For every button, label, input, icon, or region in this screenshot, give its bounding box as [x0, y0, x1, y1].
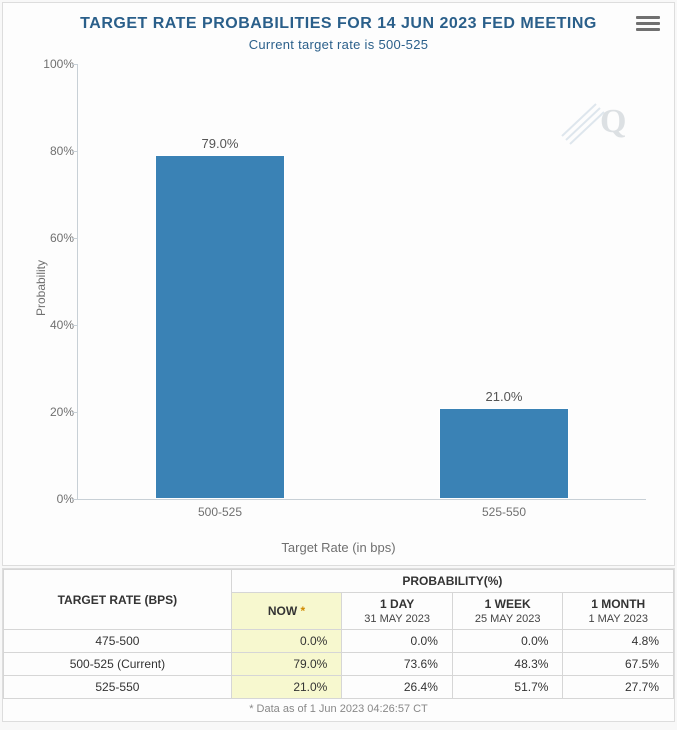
table-cell: 0.0% — [342, 630, 453, 653]
probability-table-panel: TARGET RATE (BPS)PROBABILITY(%)NOW *1 DA… — [2, 568, 675, 722]
x-tick-label: 500-525 — [198, 505, 242, 519]
table-row-label: 525-550 — [4, 676, 232, 699]
table-footnote: * Data as of 1 Jun 2023 04:26:57 CT — [3, 699, 674, 721]
watermark-icon: Q — [558, 90, 628, 150]
table-cell: 51.7% — [452, 676, 563, 699]
table-column-header: NOW * — [231, 593, 342, 630]
table-cell: 0.0% — [452, 630, 563, 653]
chart-subtitle: Current target rate is 500-525 — [7, 37, 670, 52]
x-tick-label: 525-550 — [482, 505, 526, 519]
table-row: 475-5000.0%0.0%0.0%4.8% — [4, 630, 674, 653]
svg-text:Q: Q — [600, 103, 626, 140]
y-tick-label: 100% — [30, 57, 74, 71]
chart-bar[interactable]: 79.0% — [155, 155, 286, 499]
probability-table: TARGET RATE (BPS)PROBABILITY(%)NOW *1 DA… — [3, 569, 674, 699]
table-cell: 4.8% — [563, 630, 674, 653]
table-cell: 67.5% — [563, 653, 674, 676]
y-tick-label: 60% — [30, 231, 74, 245]
y-axis-label: Probability — [34, 260, 48, 316]
table-cell: 26.4% — [342, 676, 453, 699]
y-tick-label: 0% — [30, 492, 74, 506]
chart-plot: Q 0%20%40%60%80%100%79.0%500-52521.0%525… — [77, 64, 646, 500]
table-cell: 48.3% — [452, 653, 563, 676]
y-tick-label: 40% — [30, 318, 74, 332]
bar-value-label: 21.0% — [440, 389, 569, 404]
table-cell: 0.0% — [231, 630, 342, 653]
table-cell: 27.7% — [563, 676, 674, 699]
table-column-header: 1 DAY31 MAY 2023 — [342, 593, 453, 630]
y-tick-label: 20% — [30, 405, 74, 419]
chart-panel: TARGET RATE PROBABILITIES FOR 14 JUN 202… — [2, 2, 675, 566]
chart-menu-icon[interactable] — [636, 13, 660, 33]
bar-value-label: 79.0% — [156, 136, 285, 151]
table-cell: 73.6% — [342, 653, 453, 676]
table-row: 500-525 (Current)79.0%73.6%48.3%67.5% — [4, 653, 674, 676]
table-cell: 79.0% — [231, 653, 342, 676]
table-row: 525-55021.0%26.4%51.7%27.7% — [4, 676, 674, 699]
x-axis-label: Target Rate (in bps) — [7, 540, 670, 555]
table-cell: 21.0% — [231, 676, 342, 699]
table-column-header: 1 MONTH1 MAY 2023 — [563, 593, 674, 630]
table-row-label: 500-525 (Current) — [4, 653, 232, 676]
table-header-rowlabel: TARGET RATE (BPS) — [4, 570, 232, 630]
y-tick-label: 80% — [30, 144, 74, 158]
chart-area: Probability Q 0%20%40%60%80%100%79.0%500… — [17, 58, 660, 518]
chart-bar[interactable]: 21.0% — [439, 408, 570, 499]
table-column-header: 1 WEEK25 MAY 2023 — [452, 593, 563, 630]
table-header-group: PROBABILITY(%) — [231, 570, 673, 593]
table-row-label: 475-500 — [4, 630, 232, 653]
chart-title: TARGET RATE PROBABILITIES FOR 14 JUN 202… — [47, 15, 630, 33]
